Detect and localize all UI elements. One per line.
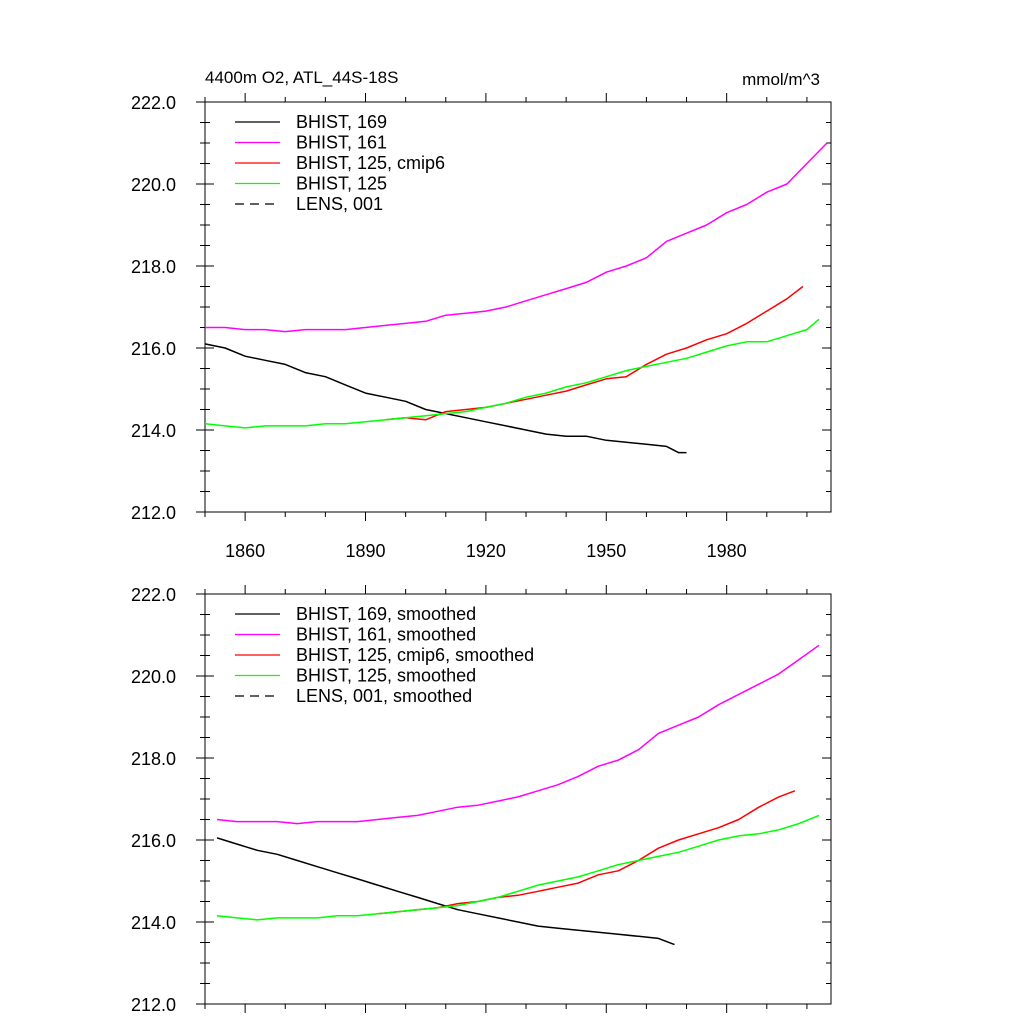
bottom-series-line-1 bbox=[216, 644, 820, 825]
top-xtick-label: 1950 bbox=[586, 541, 626, 561]
top-xtick-label: 1890 bbox=[345, 541, 385, 561]
bottom-legend-label: LENS, 001, smoothed bbox=[296, 686, 472, 706]
bottom-legend-label: BHIST, 125, cmip6, smoothed bbox=[296, 645, 534, 665]
top-xtick-label: 1920 bbox=[466, 541, 506, 561]
bottom-ytick-label: 220.0 bbox=[131, 667, 176, 687]
top-ytick-label: 214.0 bbox=[131, 421, 176, 441]
top-ytick-label: 222.0 bbox=[131, 93, 176, 113]
bottom-series-line-0 bbox=[216, 837, 675, 946]
bottom-legend-label: BHIST, 169, smoothed bbox=[296, 604, 476, 624]
bottom-series-line-2 bbox=[377, 790, 796, 915]
bottom-series-line-3 bbox=[216, 814, 820, 921]
top-legend-label: BHIST, 161 bbox=[296, 133, 387, 153]
top-series-line-1 bbox=[205, 142, 828, 333]
units-label: mmol/m^3 bbox=[742, 70, 820, 89]
chart-title: 4400m O2, ATL_44S-18S bbox=[205, 68, 398, 87]
bottom-ytick-label: 222.0 bbox=[131, 585, 176, 605]
bottom-panel: 212.0 214.0 216.0 218.0 220.0 222.0 BHIST, 169… bbox=[131, 585, 832, 1015]
top-ytick-label: 220.0 bbox=[131, 175, 176, 195]
top-xtick-label: 1860 bbox=[225, 541, 265, 561]
bottom-ytick-label: 216.0 bbox=[131, 831, 176, 851]
bottom-legend-label: BHIST, 125, smoothed bbox=[296, 666, 476, 686]
top-ytick-label: 216.0 bbox=[131, 339, 176, 359]
top-ytick-label: 212.0 bbox=[131, 503, 176, 523]
bottom-ytick-label: 218.0 bbox=[131, 749, 176, 769]
bottom-ytick-label: 214.0 bbox=[131, 913, 176, 933]
bottom-ytick-label: 212.0 bbox=[131, 995, 176, 1015]
top-legend-label: LENS, 001 bbox=[296, 194, 383, 214]
top-series-line-3 bbox=[204, 318, 820, 429]
top-series-line-0 bbox=[204, 343, 687, 454]
top-panel: 212.0 214.0 216.0 218.0 220.0 222.0 1860 1890 19… bbox=[131, 93, 832, 561]
top-ytick-label: 218.0 bbox=[131, 257, 176, 277]
top-xtick-label: 1980 bbox=[707, 541, 747, 561]
top-legend-label: BHIST, 125, cmip6 bbox=[296, 153, 445, 173]
top-legend-label: BHIST, 169 bbox=[296, 112, 387, 132]
top-series-line-2 bbox=[385, 285, 804, 421]
top-legend-label: BHIST, 125 bbox=[296, 174, 387, 194]
bottom-legend-label: BHIST, 161, smoothed bbox=[296, 625, 476, 645]
